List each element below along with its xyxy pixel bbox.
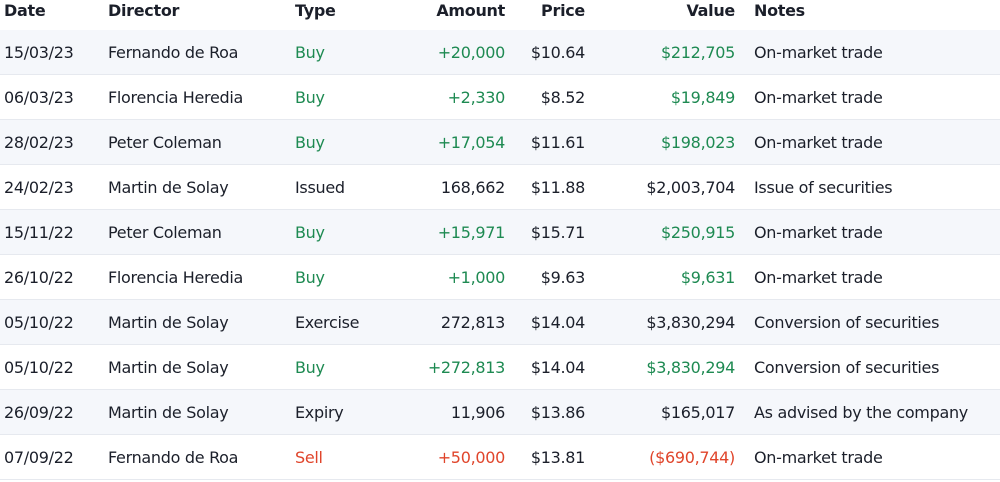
table-cell: Conversion of securities bbox=[735, 344, 1000, 390]
table-row: 07/09/22 Fernando de Roa Sell +50,000 $13.81… bbox=[0, 434, 1000, 480]
table-cell: Martin de Solay bbox=[104, 389, 291, 435]
table-cell: +272,813 bbox=[401, 344, 505, 390]
table-cell: Fernando de Roa bbox=[104, 30, 291, 75]
table-cell: On-market trade bbox=[735, 209, 1000, 255]
table-cell: $2,003,704 bbox=[585, 164, 735, 210]
table-cell: Florencia Heredia bbox=[104, 254, 291, 300]
table-cell: 24/02/23 bbox=[0, 164, 104, 210]
table-cell: Buy bbox=[291, 119, 401, 165]
table-row: 05/10/22 Martin de Solay Buy +272,813 $14.04… bbox=[0, 344, 1000, 390]
table-row: 26/10/22 Florencia Heredia Buy +1,000 $9.63 $… bbox=[0, 254, 1000, 300]
table-row: 26/09/22 Martin de Solay Expiry 11,906 $13.8… bbox=[0, 389, 1000, 435]
table-cell: 07/09/22 bbox=[0, 434, 104, 480]
table-cell: $250,915 bbox=[585, 209, 735, 255]
table-cell: $13.81 bbox=[505, 434, 585, 480]
table-cell: $212,705 bbox=[585, 30, 735, 75]
table-cell: Peter Coleman bbox=[104, 119, 291, 165]
table-cell: Issue of securities bbox=[735, 164, 1000, 210]
table-cell: As advised by the company bbox=[735, 389, 1000, 435]
table-cell: Buy bbox=[291, 30, 401, 75]
table-cell: Martin de Solay bbox=[104, 299, 291, 345]
table-cell: Martin de Solay bbox=[104, 164, 291, 210]
table-cell: +1,000 bbox=[401, 254, 505, 300]
table-cell: $198,023 bbox=[585, 119, 735, 165]
table-cell: 05/10/22 bbox=[0, 299, 104, 345]
table-cell: 11,906 bbox=[401, 389, 505, 435]
table-cell: $9.63 bbox=[505, 254, 585, 300]
table-cell: $165,017 bbox=[585, 389, 735, 435]
table-cell: Florencia Heredia bbox=[104, 74, 291, 120]
table-cell: $19,849 bbox=[585, 74, 735, 120]
table-cell: ($690,744) bbox=[585, 434, 735, 480]
table-cell: 272,813 bbox=[401, 299, 505, 345]
column-header: Notes bbox=[754, 1, 805, 20]
table-cell: Buy bbox=[291, 344, 401, 390]
column-header: Type bbox=[295, 1, 336, 20]
table-cell: $14.04 bbox=[505, 344, 585, 390]
table-cell: Issued bbox=[291, 164, 401, 210]
table-cell: +20,000 bbox=[401, 30, 505, 75]
table-cell: On-market trade bbox=[735, 254, 1000, 300]
column-header: Value bbox=[686, 1, 735, 20]
table-cell: Peter Coleman bbox=[104, 209, 291, 255]
table-cell: Buy bbox=[291, 74, 401, 120]
table-row: 15/03/23 Fernando de Roa Buy +20,000 $10.64 $… bbox=[0, 30, 1000, 75]
table-cell: Buy bbox=[291, 209, 401, 255]
table-cell: On-market trade bbox=[735, 434, 1000, 480]
table-cell: 26/09/22 bbox=[0, 389, 104, 435]
table-cell: On-market trade bbox=[735, 119, 1000, 165]
table-cell: Expiry bbox=[291, 389, 401, 435]
table-cell: $3,830,294 bbox=[585, 299, 735, 345]
column-header: Amount bbox=[436, 1, 505, 20]
table-cell: 06/03/23 bbox=[0, 74, 104, 120]
table-cell: Exercise bbox=[291, 299, 401, 345]
table-cell: 15/11/22 bbox=[0, 209, 104, 255]
table-cell: Fernando de Roa bbox=[104, 434, 291, 480]
table-cell: $8.52 bbox=[505, 74, 585, 120]
table-cell: 05/10/22 bbox=[0, 344, 104, 390]
table-row: 15/11/22 Peter Coleman Buy +15,971 $15.71 $25… bbox=[0, 209, 1000, 255]
table-cell: $9,631 bbox=[585, 254, 735, 300]
table-cell: $14.04 bbox=[505, 299, 585, 345]
table-cell: $15.71 bbox=[505, 209, 585, 255]
table-cell: $3,830,294 bbox=[585, 344, 735, 390]
table-row: 06/03/23 Florencia Heredia Buy +2,330 $8.52 $… bbox=[0, 74, 1000, 120]
table-cell: On-market trade bbox=[735, 30, 1000, 75]
table-cell: Sell bbox=[291, 434, 401, 480]
table-cell: On-market trade bbox=[735, 74, 1000, 120]
table-cell: Conversion of securities bbox=[735, 299, 1000, 345]
table-cell: $11.61 bbox=[505, 119, 585, 165]
column-header: Director bbox=[108, 1, 180, 20]
table-row: 28/02/23 Peter Coleman Buy +17,054 $11.61 $19… bbox=[0, 119, 1000, 165]
table-cell: 26/10/22 bbox=[0, 254, 104, 300]
table-body: 15/03/23 Fernando de Roa Buy +20,000 $10.64 $… bbox=[0, 30, 1000, 480]
column-header: Price bbox=[541, 1, 585, 20]
table-cell: $13.86 bbox=[505, 389, 585, 435]
header-row: Date Director Type Amount Price Value Notes bbox=[0, 0, 1000, 30]
table-cell: +15,971 bbox=[401, 209, 505, 255]
table-cell: +50,000 bbox=[401, 434, 505, 480]
table-cell: 28/02/23 bbox=[0, 119, 104, 165]
table-cell: Martin de Solay bbox=[104, 344, 291, 390]
table-row: 05/10/22 Martin de Solay Exercise 272,813 $1… bbox=[0, 299, 1000, 345]
table-cell: +2,330 bbox=[401, 74, 505, 120]
table-cell: +17,054 bbox=[401, 119, 505, 165]
table-cell: $10.64 bbox=[505, 30, 585, 75]
table-cell: 15/03/23 bbox=[0, 30, 104, 75]
column-header: Date bbox=[4, 1, 46, 20]
table-cell: 168,662 bbox=[401, 164, 505, 210]
table-row: 24/02/23 Martin de Solay Issued 168,662 $11.… bbox=[0, 164, 1000, 210]
table-cell: Buy bbox=[291, 254, 401, 300]
table-cell: $11.88 bbox=[505, 164, 585, 210]
